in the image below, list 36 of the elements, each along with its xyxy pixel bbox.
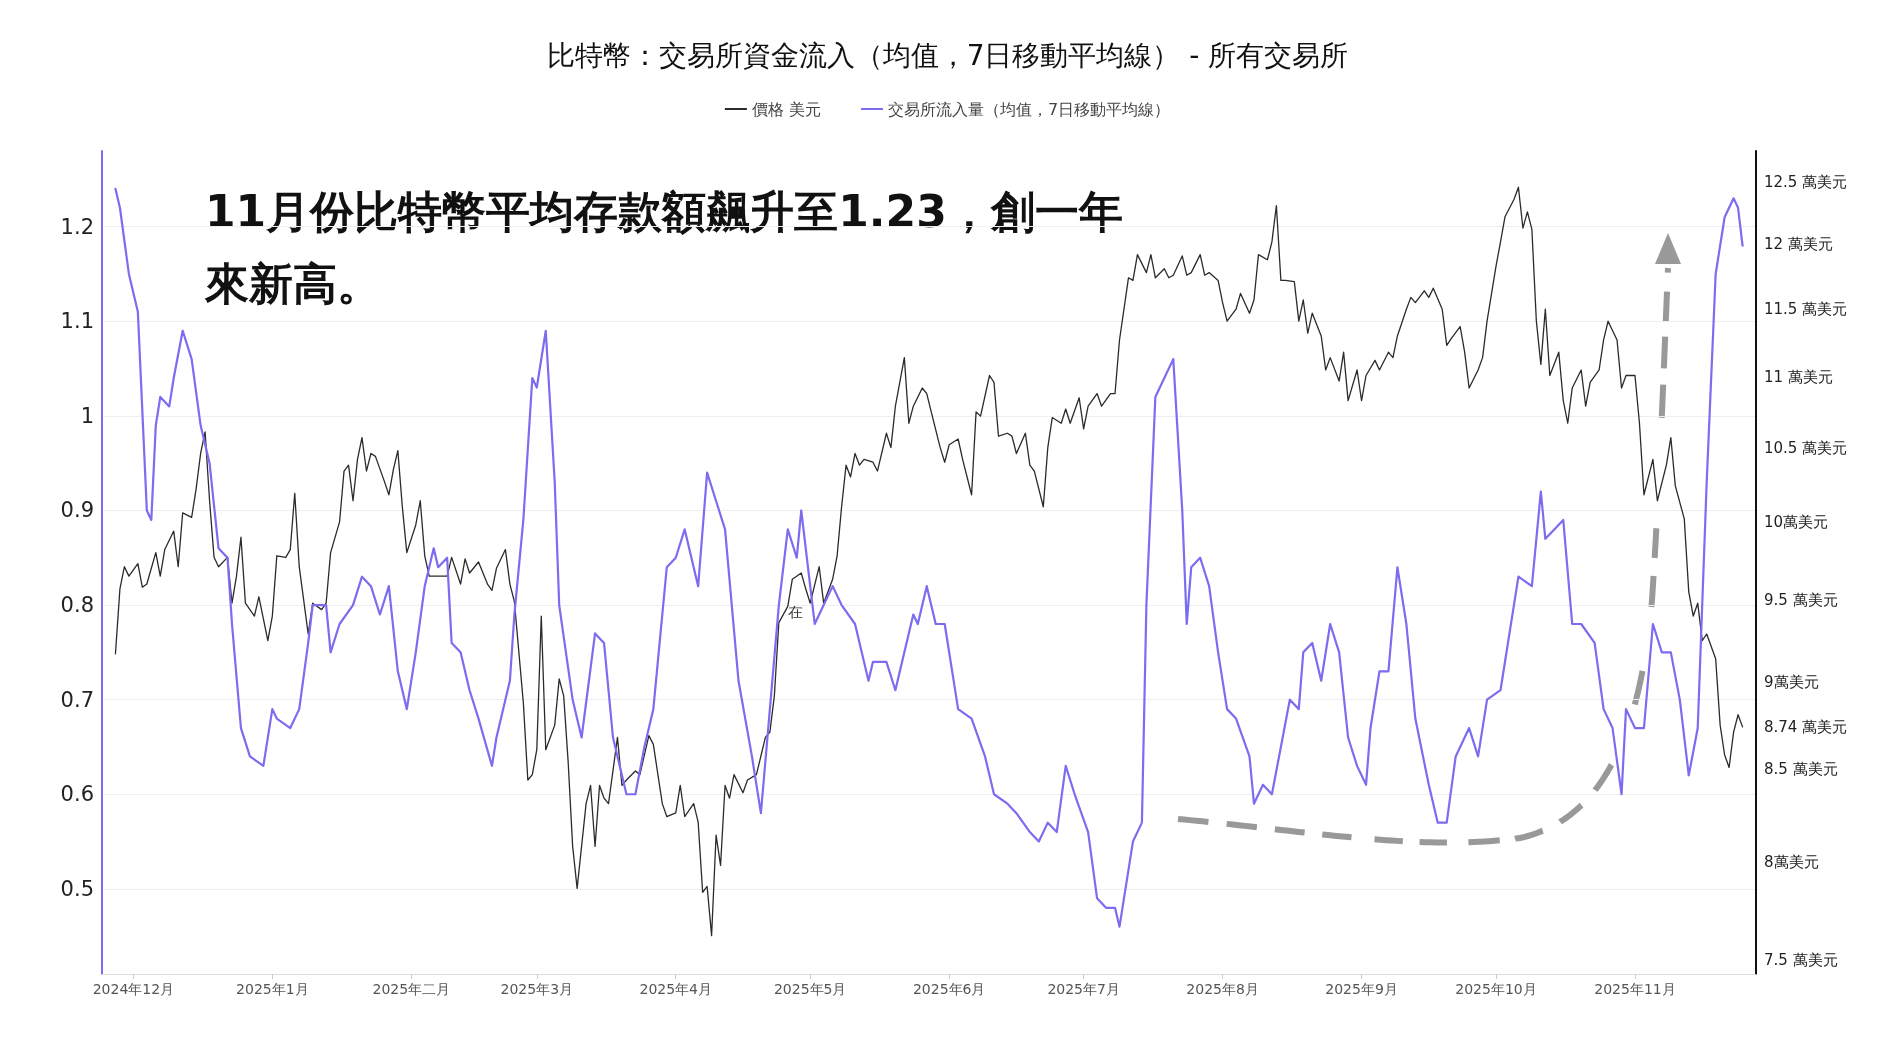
x-tick-label: 2025年4月 [639, 981, 713, 997]
y2-tick-label: 7.5 萬美元 [1764, 950, 1838, 969]
x-tick-label: 2025年8月 [1186, 981, 1259, 997]
x-tick-label: 2025年6月 [912, 981, 986, 997]
y2-tick-label: 8.5 萬美元 [1764, 760, 1838, 779]
x-tick-label: 2025年3月 [500, 981, 574, 997]
y-tick-label: 0.5 [60, 876, 94, 901]
x-tick-label: 2025年1月 [236, 981, 309, 997]
legend-label: 交易所流入量（均值，7日移動平均線） [887, 99, 1171, 119]
x-tick-label: 2025年11月 [1594, 981, 1676, 997]
y2-tick-label: 12 萬美元 [1764, 235, 1833, 254]
legend-label: 價格 美元 [751, 99, 821, 119]
annotation: 在 [787, 603, 803, 621]
y2-tick-label: 10.5 萬美元 [1764, 438, 1848, 457]
x-tick-label: 2025年9月 [1325, 981, 1398, 997]
y-tick-label: 1.1 [60, 309, 94, 334]
y2-tick-label: 10萬美元 [1764, 512, 1829, 531]
x-tick-label: 2025年二月 [372, 981, 451, 997]
y-tick-label: 0.9 [60, 498, 94, 523]
x-tick-label: 2025年10月 [1455, 981, 1537, 997]
x-tick-label: 2025年7月 [1047, 981, 1120, 997]
y-tick-label: 0.6 [60, 782, 94, 807]
x-tick-label: 2024年12月 [92, 981, 175, 997]
y2-tick-label: 8萬美元 [1764, 852, 1819, 871]
y-tick-label: 1.2 [60, 214, 94, 239]
y-tick-label: 0.8 [60, 593, 94, 618]
y2-tick-label: 8.74 萬美元 [1764, 717, 1848, 736]
x-tick-label: 2025年5月 [773, 981, 847, 997]
y2-tick-label: 11 萬美元 [1764, 367, 1833, 386]
chart-title: 比特幣：交易所資金流入（均值，7日移動平均線） - 所有交易所 [546, 38, 1349, 72]
y2-tick-label: 11.5 萬美元 [1764, 300, 1848, 319]
y2-tick-label: 12.5 萬美元 [1764, 173, 1848, 192]
y2-tick-label: 9.5 萬美元 [1764, 590, 1838, 609]
y2-tick-label: 9萬美元 [1764, 673, 1819, 692]
y-tick-label: 0.7 [60, 687, 94, 712]
y-tick-label: 1 [80, 403, 94, 428]
